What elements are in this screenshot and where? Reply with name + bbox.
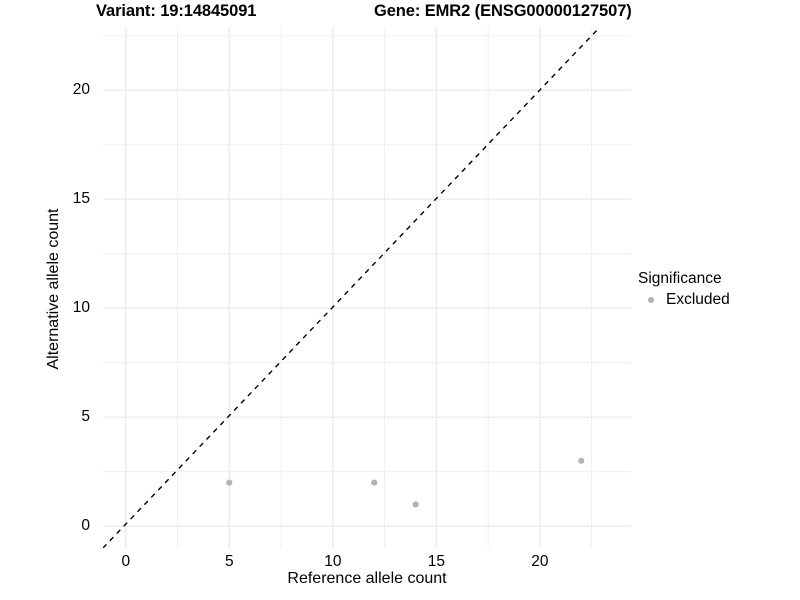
panel-background: [103, 27, 631, 548]
y-tick-label: 0: [81, 517, 90, 535]
title-row: Variant: 19:14845091 Gene: EMR2 (ENSG000…: [0, 2, 800, 28]
variant-title: Variant: 19:14845091: [96, 2, 257, 20]
data-point[interactable]: [578, 457, 585, 464]
data-point[interactable]: [226, 479, 233, 486]
y-tick-label: 5: [81, 408, 90, 426]
y-tick-label: 20: [72, 81, 90, 99]
data-point[interactable]: [371, 479, 378, 486]
x-tick-label: 15: [427, 553, 445, 570]
legend: Significance Excluded: [638, 270, 798, 309]
x-tick-label: 10: [324, 553, 342, 570]
legend-dot-icon: [648, 297, 654, 303]
x-axis-title: Reference allele count: [287, 570, 447, 587]
y-tick-label: 15: [72, 190, 90, 208]
series-excluded: [226, 457, 585, 508]
y-axis-title: Alternative allele count: [45, 208, 62, 370]
data-point[interactable]: [412, 501, 419, 508]
plot-canvas: [103, 27, 631, 548]
y-tick-label: 10: [72, 299, 90, 317]
x-tick-label: 20: [531, 553, 549, 570]
x-tick-label: 0: [121, 553, 131, 570]
legend-key: [643, 292, 659, 308]
legend-items: Excluded: [638, 291, 798, 309]
legend-title: Significance: [638, 270, 722, 287]
x-tick-label: 5: [224, 553, 234, 570]
legend-item-label: Excluded: [666, 291, 730, 308]
gene-title: Gene: EMR2 (ENSG00000127507): [374, 2, 632, 20]
plot-panel: [103, 27, 631, 548]
legend-item[interactable]: Excluded: [638, 291, 798, 309]
